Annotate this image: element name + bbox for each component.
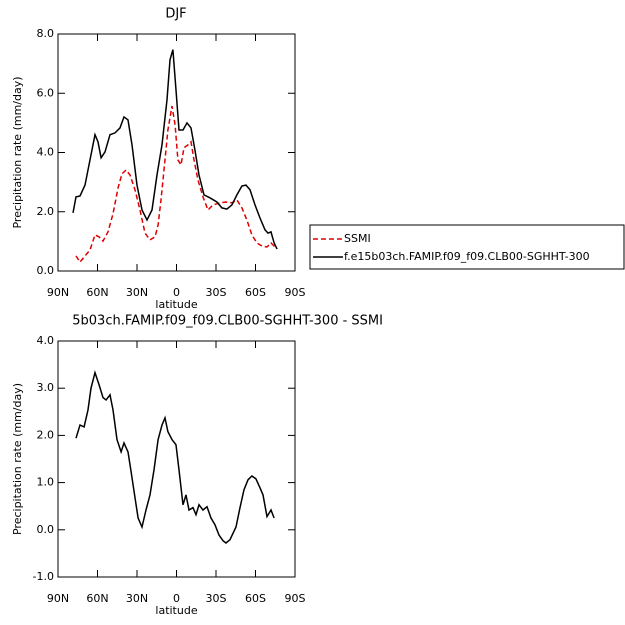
x-tick-label: 0 [173, 286, 180, 299]
chart-title: DJF [165, 7, 186, 22]
y-axis-label: Precipitation rate (mm/day) [11, 383, 24, 535]
legend-label: SSMI [344, 232, 371, 245]
x-tick-label: 60N [86, 592, 108, 605]
y-tick-label: 0.0 [37, 264, 55, 277]
x-axis-label: latitude [155, 298, 197, 311]
chart-title: 5b03ch.FAMIP.f09_f09.CLB00-SGHHT-300 - S… [72, 314, 383, 329]
x-tick-label: 30S [206, 286, 227, 299]
y-tick-label: 6.0 [37, 86, 55, 99]
y-tick-label: 0.0 [37, 523, 55, 536]
legend-box [309, 224, 625, 270]
y-axis-label: Precipitation rate (mm/day) [11, 76, 24, 228]
x-tick-label: 90S [285, 592, 306, 605]
x-tick-label: 60S [245, 286, 266, 299]
y-tick-label: 2.0 [37, 205, 55, 218]
x-tick-label: 0 [173, 592, 180, 605]
data-line [72, 49, 278, 250]
y-tick-label: 1.0 [37, 476, 55, 489]
y-tick-label: 2.0 [37, 428, 55, 441]
x-tick-label: 90N [47, 286, 69, 299]
x-tick-label: 90N [47, 592, 69, 605]
x-tick-label: 30N [126, 286, 148, 299]
y-tick-label: 4.0 [37, 334, 55, 347]
x-tick-label: 30S [206, 592, 227, 605]
y-tick-label: 3.0 [37, 381, 55, 394]
x-axis-label: latitude [155, 604, 197, 617]
y-tick-label: 8.0 [37, 27, 55, 40]
data-line [75, 105, 277, 264]
x-tick-label: 30N [126, 592, 148, 605]
legend-label: f.e15b03ch.FAMIP.f09_f09.CLB00-SGHHT-300 [344, 250, 590, 263]
plot-frame [57, 33, 296, 272]
x-tick-label: 60S [245, 592, 266, 605]
y-tick-label: 4.0 [37, 146, 55, 159]
x-tick-label: 90S [285, 286, 306, 299]
y-tick-label: -1.0 [33, 570, 54, 583]
x-tick-label: 60N [86, 286, 108, 299]
data-line [75, 369, 275, 544]
